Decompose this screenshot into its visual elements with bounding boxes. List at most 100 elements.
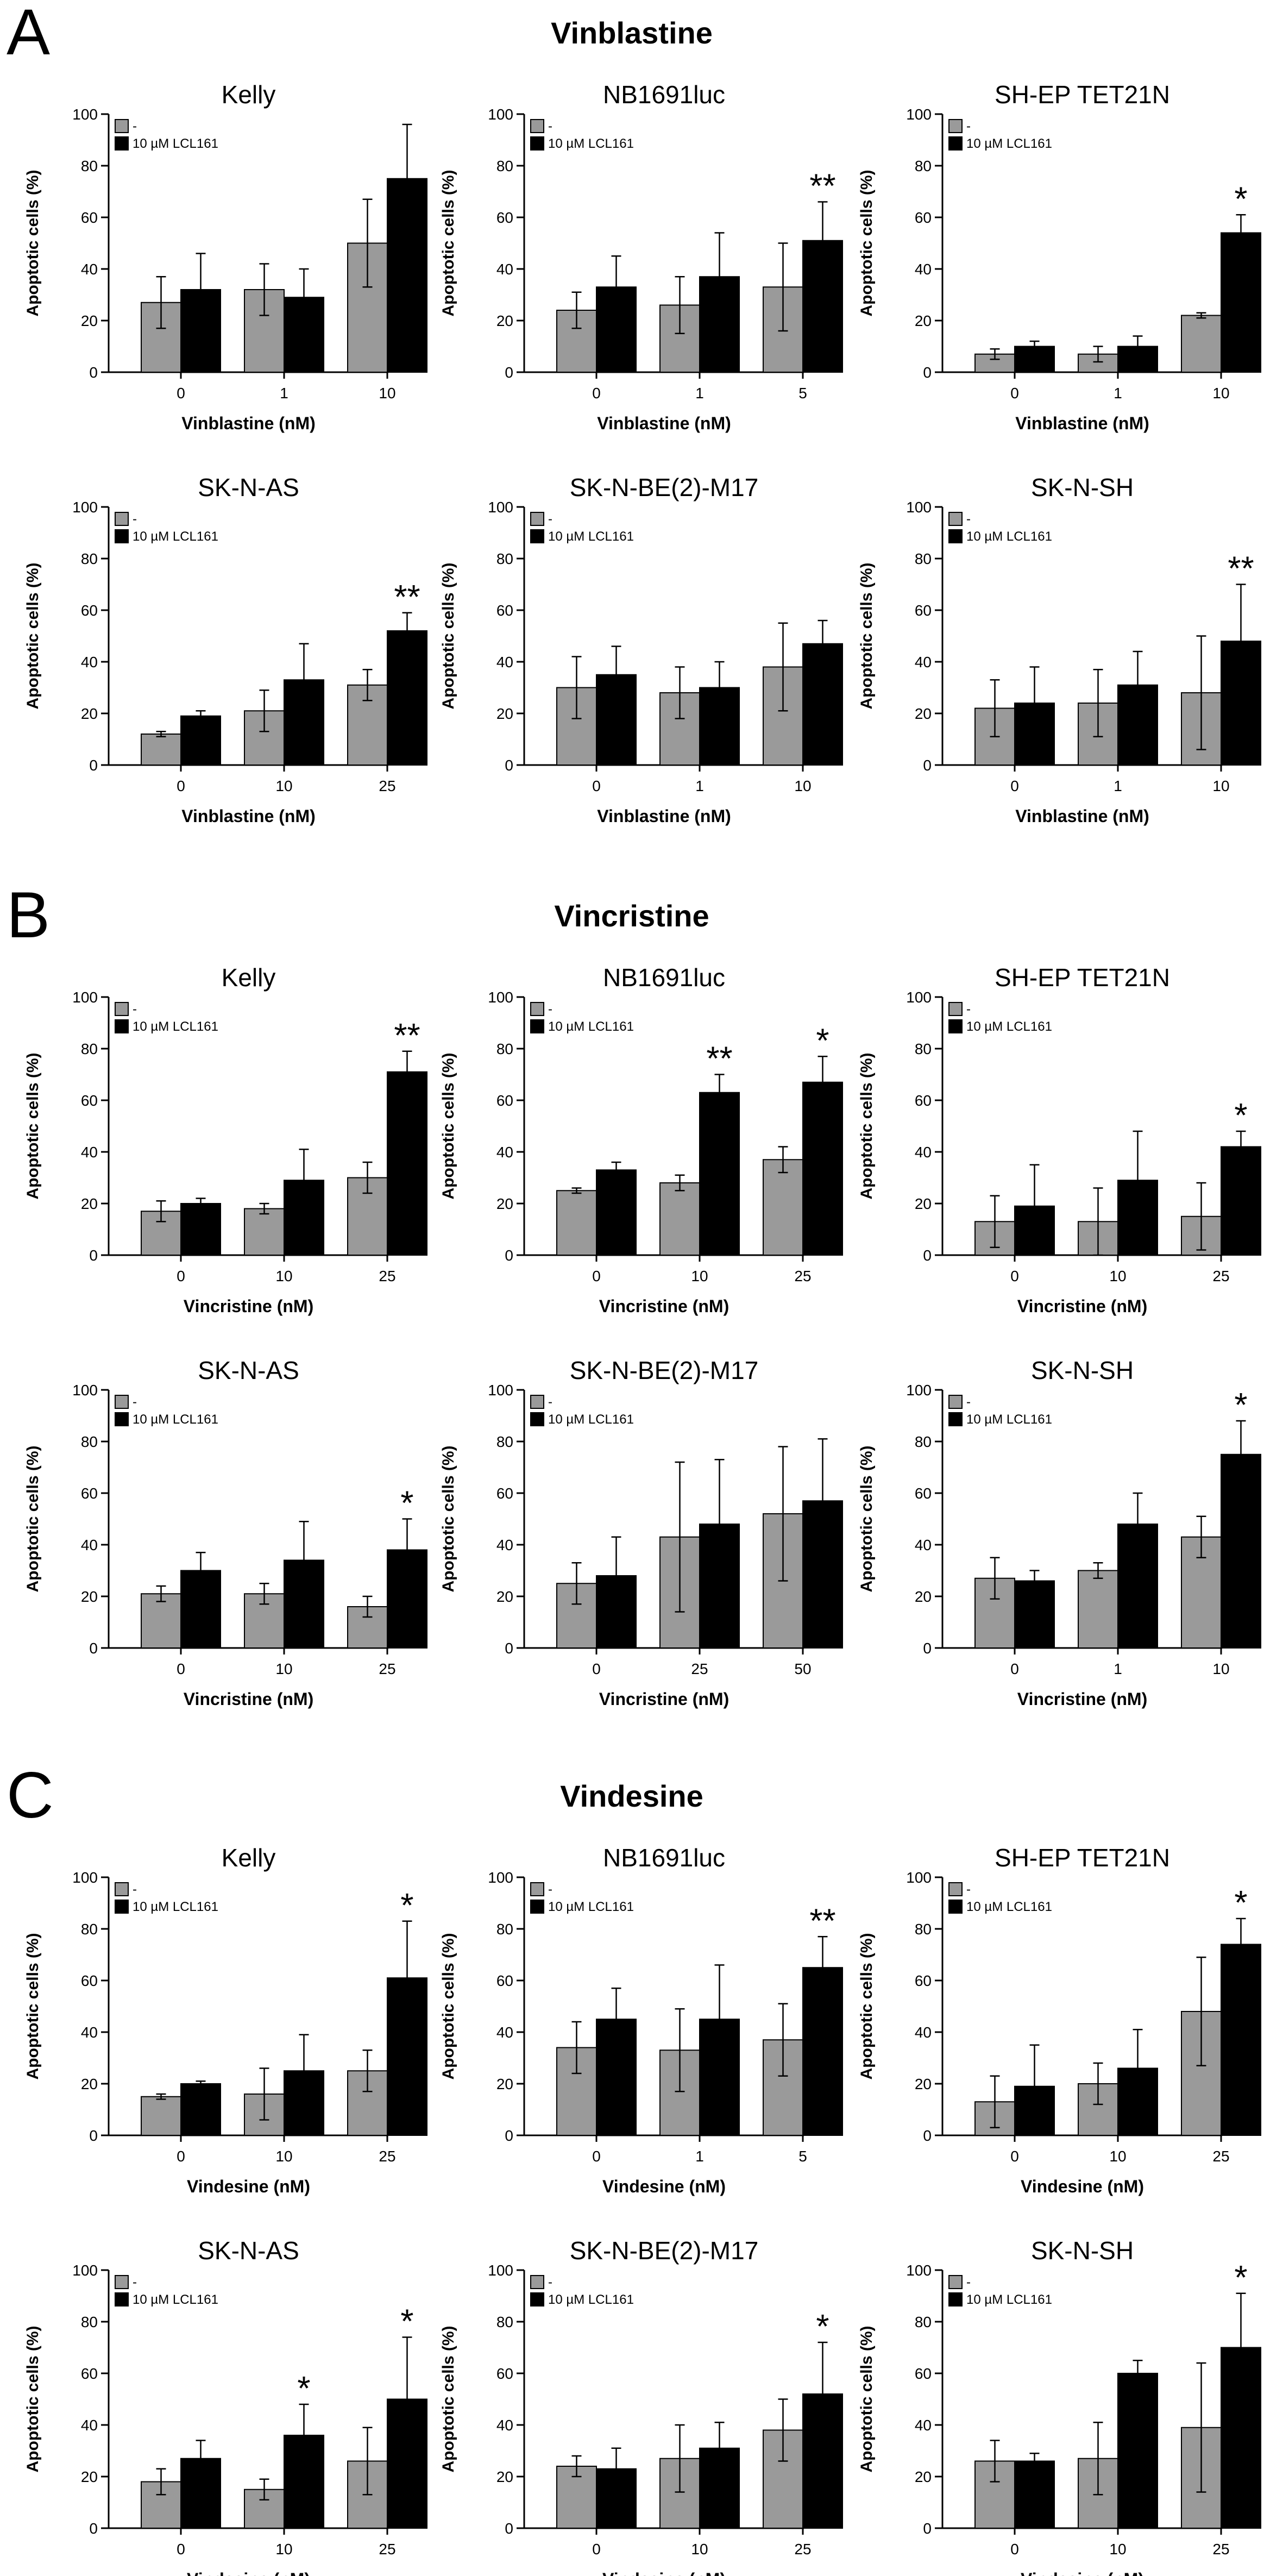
chart-title: NB1691luc [603, 963, 725, 992]
x-tick-label: 0 [1010, 385, 1019, 402]
y-tick-label: 40 [81, 261, 98, 278]
bar-treated [387, 630, 427, 766]
chart-C-nb1691luc: NB1691luc 0 20 40 60 80 100 Apoptotic cells (%)… [439, 1844, 843, 2196]
legend-swatch-control [115, 1882, 129, 1896]
y-axis-label: Apoptotic cells (%) [439, 2326, 457, 2472]
legend-label-control: - [133, 119, 137, 134]
y-tick-label: 40 [915, 1144, 932, 1161]
y-tick-label: 0 [923, 1640, 932, 1657]
bar-control [659, 2458, 700, 2529]
y-tick-label: 40 [915, 2417, 932, 2434]
legend-label-treated: 10 µM LCL161 [966, 1900, 1052, 1914]
chart-title: SH-EP TET21N [995, 1844, 1170, 1872]
legend-swatch-control [948, 1395, 963, 1409]
x-axis-label: Vinblastine (nM) [1015, 413, 1149, 433]
x-tick-label: 50 [794, 1660, 811, 1677]
legend-swatch-treated [530, 136, 544, 151]
y-tick-label: 40 [496, 2024, 513, 2041]
x-axis-label: Vincristine (nM) [184, 1296, 313, 1316]
legend-swatch-treated [530, 1900, 544, 1914]
significance-marker: * [1234, 2259, 1247, 2297]
legend-label-treated: 10 µM LCL161 [133, 136, 218, 151]
y-tick-label: 80 [81, 158, 98, 174]
y-tick-label: 40 [81, 1537, 98, 1553]
legend-swatch-treated [115, 136, 129, 151]
x-tick-label: 25 [691, 1660, 708, 1677]
y-tick-label: 0 [505, 364, 513, 381]
y-axis-label: Apoptotic cells (%) [858, 170, 876, 316]
y-tick-label: 80 [81, 1041, 98, 1057]
x-axis-label: Vincristine (nM) [184, 1689, 313, 1709]
legend-swatch-treated [115, 1412, 129, 1426]
chart-title: SK-N-SH [1031, 2236, 1134, 2265]
y-tick-label: 40 [81, 1144, 98, 1161]
x-axis-label: Vincristine (nM) [599, 1689, 729, 1709]
x-tick-label: 10 [275, 778, 292, 794]
legend-label-treated: 10 µM LCL161 [966, 2292, 1052, 2307]
y-tick-label: 20 [915, 2076, 932, 2092]
significance-marker: * [1234, 1097, 1247, 1135]
y-tick-label: 0 [505, 757, 513, 774]
y-tick-label: 80 [496, 550, 513, 567]
y-tick-label: 100 [906, 1382, 932, 1399]
y-axis-label: Apoptotic cells (%) [858, 2326, 876, 2472]
x-tick-label: 10 [794, 778, 811, 794]
y-tick-label: 80 [496, 1041, 513, 1057]
x-tick-label: 10 [691, 1268, 708, 1284]
y-tick-label: 60 [81, 602, 98, 619]
chart-title: SK-N-BE(2)-M17 [570, 2236, 759, 2265]
y-tick-label: 0 [505, 2520, 513, 2537]
x-tick-label: 25 [379, 1268, 395, 1284]
y-tick-label: 100 [906, 106, 932, 123]
y-axis-label: Apoptotic cells (%) [439, 1933, 457, 2079]
legend-label-control: - [133, 1395, 137, 1409]
y-tick-label: 80 [496, 1921, 513, 1938]
legend-swatch-control [115, 512, 129, 526]
bar-treated [180, 2083, 221, 2136]
chart-title: SH-EP TET21N [995, 963, 1170, 992]
y-tick-label: 80 [915, 2314, 932, 2330]
y-tick-label: 100 [906, 499, 932, 516]
y-tick-label: 0 [505, 1640, 513, 1657]
y-tick-label: 60 [915, 1972, 932, 1989]
chart-title: SK-N-SH [1031, 1356, 1134, 1384]
x-axis-label: Vindesine (nM) [1021, 2569, 1144, 2576]
y-tick-label: 80 [915, 550, 932, 567]
y-tick-label: 80 [496, 158, 513, 174]
y-tick-label: 20 [915, 1588, 932, 1605]
x-tick-label: 1 [280, 385, 288, 402]
legend-label-treated: 10 µM LCL161 [133, 1412, 218, 1427]
y-tick-label: 100 [72, 1382, 98, 1399]
legend-label-control: - [966, 1002, 971, 1017]
section-letter-A: A [7, 0, 50, 68]
legend-label-control: - [548, 1882, 552, 1897]
y-tick-label: 20 [496, 1588, 513, 1605]
chart-title: Kelly [222, 963, 276, 992]
legend-swatch-treated [115, 1900, 129, 1914]
y-tick-label: 60 [915, 209, 932, 226]
y-tick-label: 80 [915, 158, 932, 174]
y-tick-label: 100 [906, 989, 932, 1006]
bar-treated [1221, 1944, 1261, 2136]
y-tick-label: 60 [496, 1485, 513, 1502]
y-tick-label: 80 [81, 550, 98, 567]
x-tick-label: 25 [1212, 1268, 1229, 1284]
x-tick-label: 0 [177, 778, 185, 794]
x-axis-label: Vindesine (nM) [602, 2177, 726, 2196]
x-tick-label: 10 [1109, 1268, 1126, 1284]
bar-control [141, 734, 181, 766]
x-tick-label: 25 [379, 1660, 395, 1677]
y-tick-label: 60 [496, 2365, 513, 2382]
y-tick-label: 20 [915, 312, 932, 329]
y-tick-label: 100 [906, 2262, 932, 2279]
chart-title: SK-N-BE(2)-M17 [570, 473, 759, 502]
legend-label-treated: 10 µM LCL161 [966, 1019, 1052, 1034]
x-axis-label: Vincristine (nM) [1017, 1689, 1147, 1709]
y-tick-label: 20 [496, 2468, 513, 2485]
